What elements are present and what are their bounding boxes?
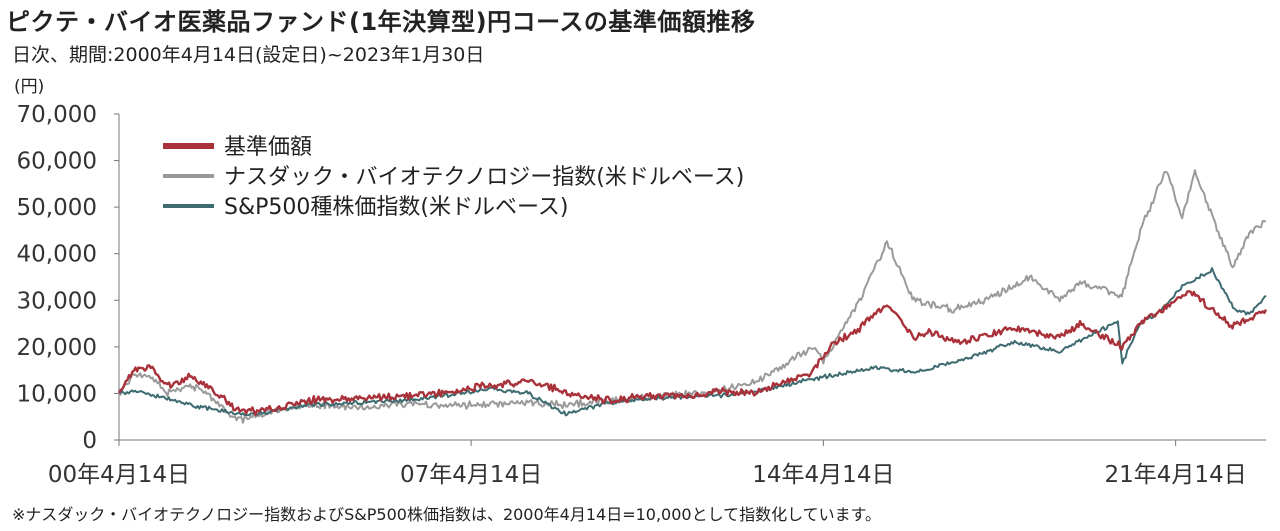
x-tick-label: 07年4月14日	[400, 462, 542, 488]
legend-label: ナスダック・バイオテクノロジー指数(米ドルベース)	[224, 165, 744, 190]
y-tick-label: 50,000	[17, 195, 97, 221]
series-line-nasdaq_bio	[118, 169, 1267, 424]
y-tick-label: 30,000	[17, 288, 97, 314]
plot-axes: 0 10,000 20,000 30,000 40,000 50,000 60,000 70,…	[17, 102, 1266, 488]
x-tick-label: 00年4月14日	[48, 462, 190, 488]
chart-subtitle: 日次、期間:2000年4月14日(設定日)~2023年1月30日	[12, 44, 485, 66]
chart-title: ピクテ・バイオ医薬品ファンド(1年決算型)円コースの基準価額推移	[6, 8, 756, 36]
chart-footnote: ※ナスダック・バイオテクノロジー指数およびS&P500株価指数は、2000年4月…	[12, 505, 882, 524]
y-tick-label: 10,000	[17, 381, 97, 407]
series-lines	[117, 169, 1268, 424]
y-axis-unit-label: (円)	[14, 77, 45, 97]
legend-label: S&P500種株価指数(米ドルベース)	[224, 195, 568, 220]
y-tick-label: 70,000	[17, 102, 97, 128]
y-tick-label: 0	[82, 428, 97, 454]
y-tick-label: 40,000	[17, 242, 97, 268]
y-tick-label: 20,000	[17, 335, 97, 361]
chart-canvas: 0 10,000 20,000 30,000 40,000 50,000 60,000 70,…	[17, 102, 1268, 488]
legend-background	[150, 125, 805, 235]
series-line-fund	[117, 290, 1268, 416]
y-tick-label: 60,000	[17, 149, 97, 175]
legend-label: 基準価額	[224, 135, 312, 160]
x-tick-label: 21年4月14日	[1105, 462, 1247, 488]
x-tick-label: 14年4月14日	[752, 462, 894, 488]
